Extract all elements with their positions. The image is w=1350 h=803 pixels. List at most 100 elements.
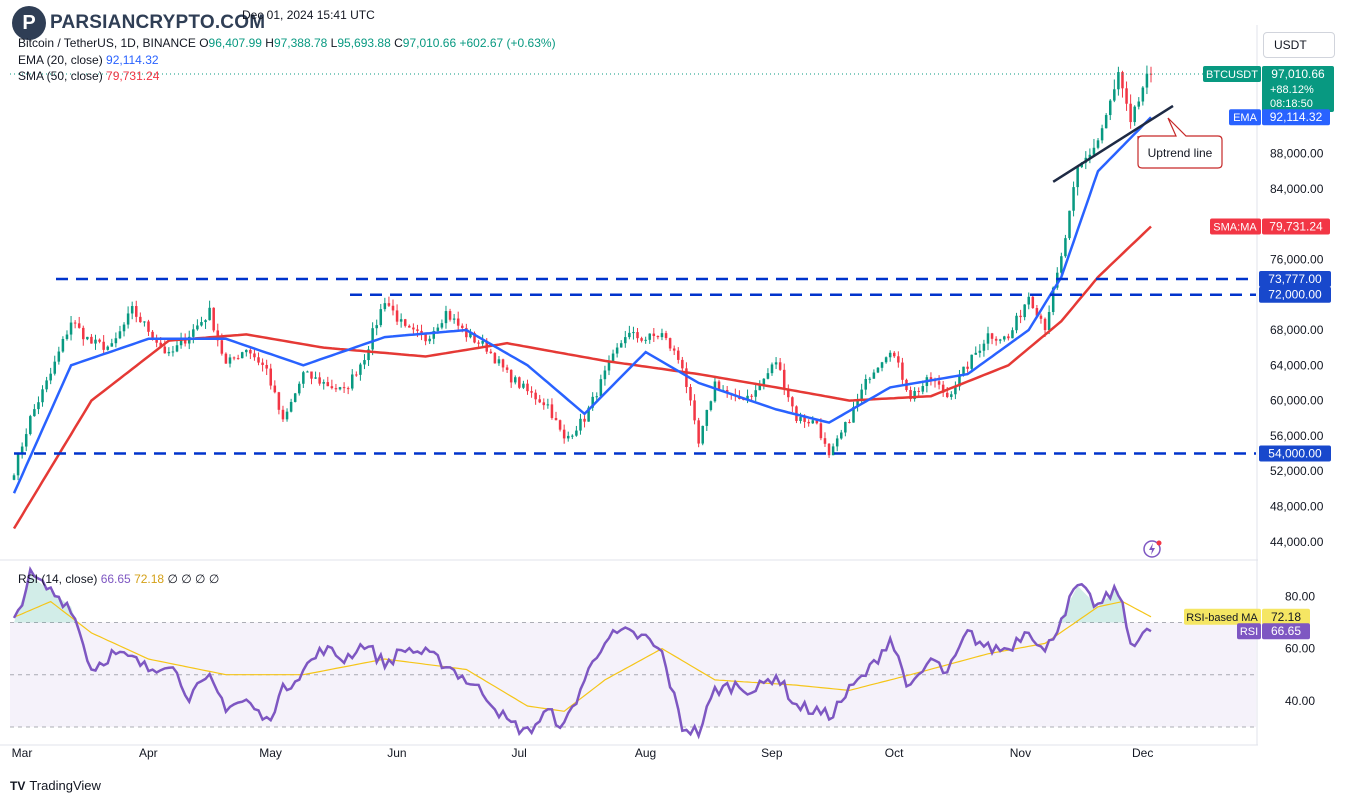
candle-body <box>61 339 65 352</box>
level-label-bg <box>1259 445 1331 462</box>
candle <box>456 311 460 330</box>
candle <box>656 335 660 340</box>
tradingview-footer[interactable]: TV TradingView <box>10 778 101 793</box>
candle <box>1064 234 1067 258</box>
rsi-legend[interactable]: RSI (14, close) 66.65 72.18 ∅ ∅ ∅ ∅ <box>18 572 220 586</box>
candle-body <box>1137 101 1141 107</box>
candle <box>24 428 28 452</box>
candle-body <box>921 386 925 392</box>
candle-body <box>746 395 749 401</box>
candle-body <box>787 388 790 398</box>
candle-body <box>505 367 509 370</box>
candle <box>253 348 256 361</box>
time-tick-label: Dec <box>1132 746 1153 760</box>
candle <box>681 356 684 373</box>
sma-name-bg <box>1210 218 1261 235</box>
candle-body <box>1043 318 1047 331</box>
candle-body <box>522 383 525 388</box>
btc-value-text: 97,010.66 <box>1271 67 1325 81</box>
candle <box>49 367 52 385</box>
candle-body <box>840 432 843 439</box>
candle <box>448 308 452 322</box>
ema-legend[interactable]: EMA (20, close) 92,114.32 <box>18 53 159 67</box>
candle <box>782 363 786 395</box>
candle <box>65 330 69 341</box>
candle <box>892 351 896 358</box>
candle <box>167 347 171 357</box>
candle-body <box>1064 238 1067 257</box>
symbol-name[interactable]: Bitcoin / TetherUS, 1D, BINANCE <box>18 36 196 50</box>
ohlc-line: Bitcoin / TetherUS, 1D, BINANCE O96,407.… <box>18 36 556 50</box>
candle <box>77 316 81 329</box>
candle <box>950 391 953 400</box>
candle <box>868 376 872 384</box>
level-label-bg <box>1259 271 1331 288</box>
candle-body <box>1019 315 1022 318</box>
candle-body <box>469 332 472 338</box>
candle-body <box>1039 315 1043 319</box>
low-value: 95,693.88 <box>337 36 391 50</box>
sma-value-bg <box>1262 218 1330 235</box>
candle <box>750 394 753 401</box>
candle <box>94 334 97 350</box>
candle <box>937 375 941 390</box>
candle-body <box>1100 128 1104 141</box>
candle-body <box>554 417 558 421</box>
candle-body <box>774 362 778 365</box>
candle-body <box>383 303 387 310</box>
candle <box>69 316 73 341</box>
candle <box>697 417 700 448</box>
candle-body <box>497 359 501 364</box>
candle-body <box>114 338 118 344</box>
candle <box>171 345 175 357</box>
candle-body <box>583 418 586 422</box>
candle <box>200 316 203 327</box>
sma-legend[interactable]: SMA (50, close) 79,731.24 <box>18 69 160 83</box>
candle-body <box>778 362 782 370</box>
candle <box>929 372 933 386</box>
candle <box>538 394 541 404</box>
candle <box>98 338 101 344</box>
candle <box>1117 66 1120 96</box>
candle-body <box>962 366 965 375</box>
candle <box>897 351 900 368</box>
currency-button[interactable]: USDT <box>1263 32 1335 58</box>
candle <box>147 319 150 336</box>
candle-body <box>175 345 179 352</box>
candle-body <box>440 323 444 328</box>
candle-body <box>375 325 378 329</box>
candle-body <box>12 475 16 480</box>
candle-body <box>770 364 774 374</box>
candle <box>607 355 611 376</box>
candle-body <box>530 391 533 393</box>
candle <box>403 318 407 328</box>
candle <box>318 372 321 386</box>
candle-body <box>334 388 338 390</box>
candle-body <box>835 438 839 447</box>
time-tick-label: Aug <box>635 746 656 760</box>
candle-body <box>363 360 366 365</box>
rsi-value-label: RSI 66.65 <box>1237 623 1310 640</box>
rsi-ma-value-text: 72.18 <box>1271 610 1301 624</box>
candle-body <box>681 359 684 369</box>
candle <box>1104 113 1108 129</box>
candle-body <box>607 361 611 371</box>
candle <box>338 386 342 391</box>
candle-body <box>758 385 762 391</box>
candle <box>778 357 782 371</box>
candle <box>16 452 20 481</box>
candle <box>652 328 656 342</box>
candle-body <box>416 329 419 331</box>
candle <box>770 362 774 376</box>
candle <box>175 339 179 353</box>
candle <box>118 325 122 340</box>
candle <box>827 443 831 458</box>
candle <box>1023 304 1026 321</box>
candle-body <box>359 364 362 375</box>
candle-body <box>591 396 594 408</box>
candle-body <box>179 339 183 346</box>
candle-body <box>803 417 806 422</box>
candle-body <box>473 332 476 343</box>
candle-body <box>1023 304 1026 318</box>
